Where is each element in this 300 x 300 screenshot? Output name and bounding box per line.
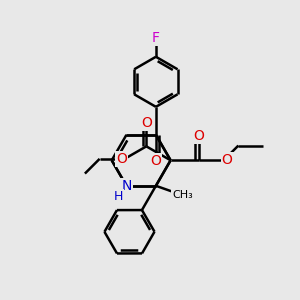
Text: N: N	[121, 179, 132, 193]
Text: H: H	[113, 190, 123, 203]
Text: O: O	[116, 152, 127, 166]
Text: O: O	[151, 154, 161, 168]
Text: F: F	[152, 31, 160, 45]
Text: O: O	[222, 153, 232, 167]
Text: CH₃: CH₃	[172, 190, 193, 200]
Text: O: O	[193, 129, 204, 143]
Text: O: O	[141, 116, 152, 130]
